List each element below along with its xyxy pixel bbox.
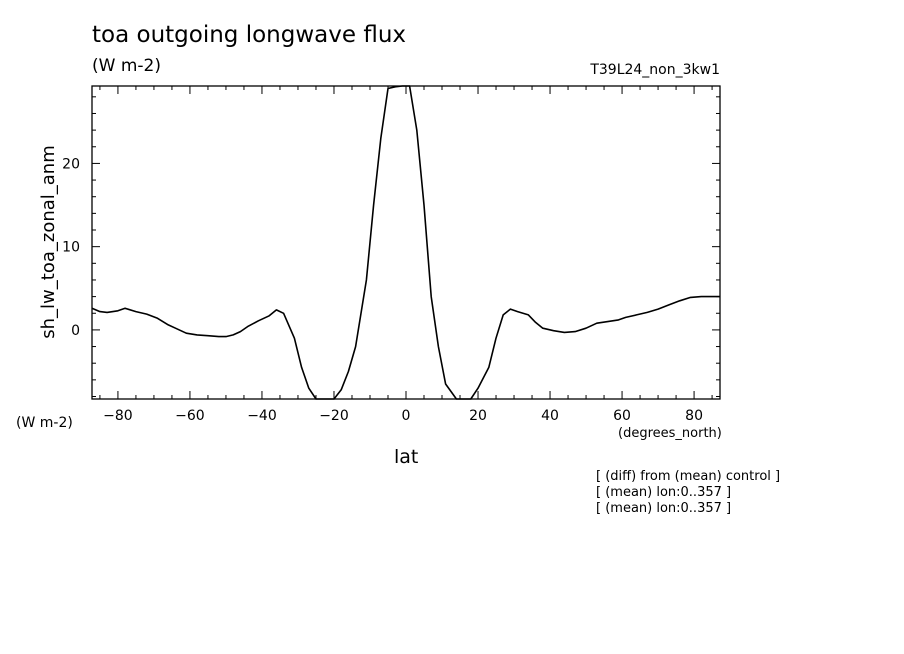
note-line: [ (diff) from (mean) control ] — [596, 469, 781, 484]
x-tick-label: −80 — [103, 408, 133, 424]
axis-ticks — [92, 86, 720, 399]
note-line: [ (mean) lon:0..357 ] — [596, 485, 732, 500]
notes-block: [ (diff) from (mean) control ] [ (mean) … — [596, 469, 780, 517]
chart-title: toa outgoing longwave flux — [92, 22, 407, 48]
x-tick-label: 40 — [541, 408, 559, 424]
x-tick-label: −60 — [175, 408, 205, 424]
x-tick-label: −40 — [247, 408, 277, 424]
note-line: [ (mean) lon:0..357 ] — [596, 501, 732, 516]
y-tick-label: 10 — [62, 240, 80, 256]
units-label: (W m-2) — [92, 56, 161, 76]
x-tick-label: −20 — [319, 408, 349, 424]
x-tick-label: 0 — [402, 408, 411, 424]
x-tick-label: 60 — [613, 408, 631, 424]
series-group — [91, 85, 720, 400]
x-tick-label: 80 — [685, 408, 703, 424]
y-tick-label: 0 — [71, 323, 80, 339]
series-line — [91, 85, 720, 400]
tick-labels: −80 −60 −40 −20 0 20 40 60 80 0 10 20 — [62, 156, 703, 424]
y-units-label: (W m-2) — [16, 415, 73, 431]
x-tick-label: 20 — [469, 408, 487, 424]
run-label: T39L24_non_3kw1 — [590, 62, 720, 78]
x-units-label: (degrees_north) — [618, 426, 722, 441]
y-axis-label: sh_lw_toa_zonal_anm — [38, 145, 59, 338]
y-tick-label: 20 — [62, 156, 80, 172]
plot-frame — [91, 85, 721, 400]
x-axis-label: lat — [394, 446, 419, 468]
